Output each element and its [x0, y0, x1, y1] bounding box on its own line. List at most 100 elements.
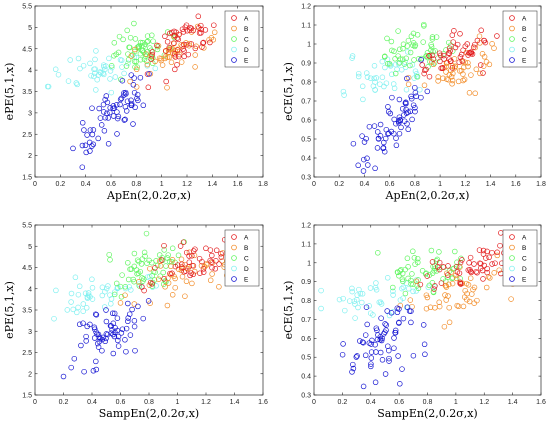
- point-A: [139, 284, 145, 290]
- point-E: [103, 335, 109, 342]
- point-C: [141, 249, 148, 256]
- point-E: [374, 327, 380, 333]
- point-D: [359, 83, 366, 90]
- panel-4: 0 0.2 0.4 0.6 0.8 1 1.2 1.4 1.6 0.3 0.4 0.5 0.6 0.7 0.…: [282, 223, 546, 421]
- point-C: [421, 21, 427, 28]
- point-B: [168, 59, 175, 66]
- point-A: [449, 65, 456, 71]
- point-D: [108, 89, 115, 96]
- x-tick-label: 0.6: [116, 399, 126, 406]
- point-E: [127, 332, 134, 338]
- point-C: [153, 258, 159, 264]
- legend-label-C: C: [522, 36, 527, 43]
- point-B: [443, 76, 450, 82]
- point-E: [360, 339, 367, 346]
- point-B: [464, 296, 470, 303]
- legend-marker-D: [231, 46, 237, 53]
- point-B: [413, 278, 420, 285]
- point-A: [471, 261, 477, 267]
- x-tick-label: 1.2: [201, 399, 211, 406]
- point-D: [355, 70, 362, 77]
- point-E: [392, 327, 399, 334]
- point-E: [389, 94, 395, 101]
- point-B: [450, 70, 456, 77]
- legend-label-B: B: [522, 26, 526, 33]
- point-A: [459, 58, 466, 64]
- point-C: [157, 273, 163, 279]
- point-E: [373, 349, 379, 355]
- point-E: [68, 364, 74, 371]
- legend-marker-E: [509, 57, 515, 63]
- point-A: [203, 245, 209, 252]
- point-E: [140, 315, 146, 322]
- point-A: [478, 260, 484, 267]
- point-E: [78, 342, 84, 349]
- point-E: [117, 96, 124, 103]
- point-E: [401, 112, 407, 118]
- point-A: [176, 53, 182, 60]
- point-B: [155, 276, 162, 282]
- legend-label-D: D: [244, 47, 249, 54]
- point-D: [390, 292, 396, 298]
- point-D: [417, 86, 423, 93]
- point-E: [377, 121, 384, 128]
- legend-label-A: A: [244, 234, 249, 241]
- y-tick-label: 0.3: [301, 175, 311, 182]
- y-tick-label: 0.6: [301, 118, 311, 125]
- point-C: [392, 70, 399, 77]
- point-D: [367, 285, 374, 291]
- point-E: [363, 135, 369, 142]
- legend-label-D: D: [522, 47, 527, 54]
- point-D: [411, 75, 417, 81]
- point-D: [403, 86, 410, 93]
- point-E: [366, 123, 373, 130]
- point-A: [429, 52, 436, 59]
- point-E: [393, 135, 399, 141]
- point-B: [169, 292, 176, 298]
- point-E: [340, 341, 346, 347]
- point-D: [125, 60, 131, 67]
- y-tick-label: 0.3: [301, 393, 311, 400]
- y-tick-label: 3.5: [22, 89, 32, 96]
- point-C: [436, 249, 442, 255]
- point-D: [75, 55, 82, 62]
- point-A: [218, 254, 225, 260]
- point-C: [431, 60, 438, 66]
- point-E: [412, 108, 418, 115]
- point-C: [175, 252, 182, 259]
- point-D: [349, 288, 355, 295]
- y-tick-label: 0.7: [301, 317, 311, 324]
- point-D: [409, 62, 416, 68]
- point-A: [161, 242, 167, 249]
- point-C: [126, 44, 132, 50]
- point-C: [405, 264, 411, 270]
- point-C: [149, 32, 155, 39]
- point-E: [87, 127, 94, 133]
- y-tick-label: 0.7: [301, 99, 311, 106]
- point-B: [171, 40, 177, 47]
- point-E: [391, 116, 397, 123]
- point-E: [115, 343, 122, 349]
- point-D: [87, 60, 93, 67]
- legend-label-A: A: [522, 15, 527, 22]
- y-tick-label: 4: [28, 286, 32, 293]
- point-C: [400, 45, 406, 52]
- x-tick-label: 1.4: [230, 399, 240, 406]
- point-C: [454, 259, 460, 266]
- point-A: [192, 246, 198, 252]
- point-B: [162, 284, 168, 290]
- x-tick-label: 1.4: [508, 399, 518, 406]
- point-B: [405, 81, 412, 88]
- point-D: [355, 304, 361, 311]
- point-A: [186, 259, 193, 265]
- point-C: [405, 37, 412, 44]
- point-E: [350, 140, 357, 147]
- point-D: [74, 309, 80, 316]
- point-E: [98, 122, 105, 128]
- point-E: [90, 368, 97, 374]
- point-B: [446, 319, 453, 326]
- point-A: [457, 31, 463, 37]
- point-D: [340, 88, 347, 95]
- point-B: [168, 271, 174, 278]
- point-E: [424, 88, 431, 95]
